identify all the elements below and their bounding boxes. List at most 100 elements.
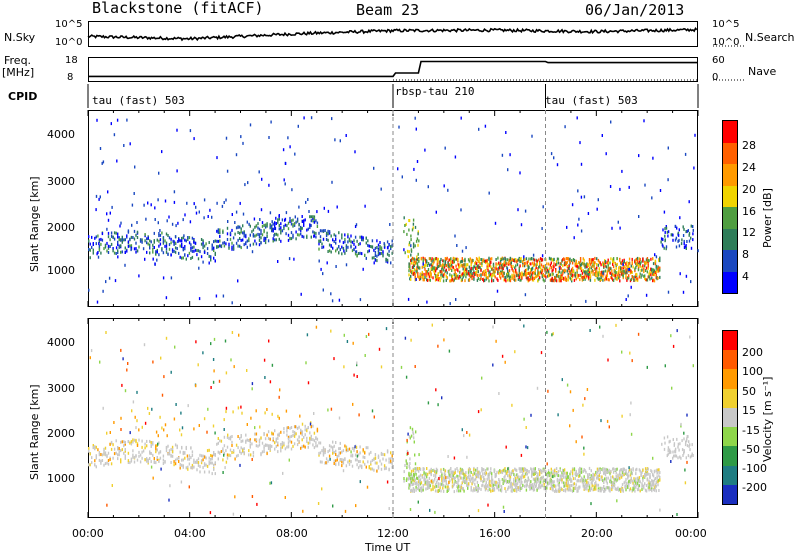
heatmap-cell xyxy=(366,485,369,489)
heatmap-cell xyxy=(452,279,455,283)
heatmap-cell xyxy=(332,246,334,250)
heatmap-cell xyxy=(484,124,487,128)
heatmap-cell xyxy=(558,267,561,270)
heatmap-cell xyxy=(604,470,606,474)
heatmap-cell xyxy=(152,441,154,445)
heatmap-cell xyxy=(225,410,227,414)
heatmap-cell xyxy=(655,489,657,493)
heatmap-cell xyxy=(316,437,319,441)
heatmap-cell xyxy=(646,471,649,474)
heatmap-cell xyxy=(117,446,119,449)
heatmap-cell xyxy=(325,238,328,241)
heatmap-cell xyxy=(202,454,204,458)
heatmap-cell xyxy=(463,434,465,438)
heatmap-cell xyxy=(88,463,90,467)
heatmap-cell xyxy=(603,263,605,267)
heatmap-cell xyxy=(467,272,469,276)
heatmap-cell xyxy=(601,273,603,277)
heatmap-cell xyxy=(547,481,549,485)
heatmap-cell xyxy=(493,270,496,274)
heatmap-cell xyxy=(578,266,580,270)
heatmap-cell xyxy=(428,471,431,475)
heatmap-cell xyxy=(483,485,486,489)
heatmap-cell xyxy=(620,262,623,266)
heatmap-cell xyxy=(289,145,291,149)
heatmap-cell xyxy=(98,453,101,457)
heatmap-cell xyxy=(571,203,574,207)
heatmap-cell xyxy=(598,260,600,264)
heatmap-cell xyxy=(368,249,370,253)
heatmap-cell xyxy=(129,237,131,241)
heatmap-cell xyxy=(403,230,405,234)
heatmap-cell xyxy=(571,484,573,487)
heatmap-cell xyxy=(214,472,216,476)
heatmap-cell xyxy=(413,257,415,261)
freq-tick-top: 18 xyxy=(65,55,78,66)
heatmap-cell xyxy=(420,257,423,261)
heatmap-cell xyxy=(560,279,562,283)
heatmap-cell xyxy=(558,489,560,493)
heatmap-cell xyxy=(95,235,97,239)
heatmap-cell xyxy=(687,454,690,458)
heatmap-cell xyxy=(677,442,680,446)
heatmap-cell xyxy=(383,242,385,246)
heatmap-cell xyxy=(306,333,309,337)
heatmap-cell xyxy=(499,469,501,473)
heatmap-cell xyxy=(106,212,108,216)
heatmap-cell xyxy=(524,472,527,476)
cpid-segment-3: tau (fast) 503 xyxy=(545,94,638,107)
heatmap-cell xyxy=(217,228,219,232)
heatmap-cell xyxy=(274,232,276,236)
heatmap-cell xyxy=(543,479,545,483)
heatmap-cell xyxy=(168,247,171,251)
heatmap-cell xyxy=(214,453,216,456)
heatmap-cell xyxy=(105,280,107,284)
heatmap-cell xyxy=(683,242,685,246)
heatmap-cell xyxy=(208,462,210,466)
heatmap-cell xyxy=(287,136,289,140)
heatmap-cell xyxy=(412,266,415,269)
heatmap-cell xyxy=(252,242,255,246)
heatmap-cell xyxy=(490,260,492,264)
heatmap-cell xyxy=(421,475,423,479)
heatmap-cell xyxy=(581,480,584,484)
heatmap-cell xyxy=(150,203,152,207)
heatmap-cell xyxy=(258,238,261,242)
heatmap-cell xyxy=(164,423,167,427)
heatmap-cell xyxy=(625,274,627,278)
heatmap-cell xyxy=(454,468,456,472)
heatmap-cell xyxy=(566,471,568,475)
heatmap-cell xyxy=(231,213,233,216)
heatmap-cell xyxy=(532,485,535,489)
heatmap-cell xyxy=(327,232,329,236)
heatmap-cell xyxy=(243,243,245,247)
heatmap-cell xyxy=(226,456,229,460)
heatmap-cell xyxy=(651,196,653,200)
heatmap-cell xyxy=(462,263,464,267)
heatmap-cell xyxy=(569,487,571,491)
heatmap-cell xyxy=(115,231,117,235)
heatmap-cell xyxy=(153,460,155,464)
heatmap-cell xyxy=(564,276,567,280)
heatmap-cell xyxy=(444,478,447,482)
heatmap-cell xyxy=(651,484,653,488)
heatmap-cell xyxy=(410,477,412,481)
heatmap-cell xyxy=(448,476,450,480)
heatmap-cell xyxy=(593,488,595,491)
heatmap-cell xyxy=(565,481,568,485)
heatmap-cell xyxy=(429,271,431,274)
heatmap-cell xyxy=(162,240,165,244)
heatmap-cell xyxy=(162,237,165,241)
heatmap-cell xyxy=(156,258,158,262)
heatmap-cell xyxy=(536,488,538,492)
heatmap-cell xyxy=(216,245,218,249)
heatmap-cell xyxy=(304,433,306,437)
heatmap-cell xyxy=(596,467,599,471)
heatmap-cell xyxy=(647,486,649,490)
heatmap-cell xyxy=(155,444,157,448)
heatmap-cell xyxy=(443,477,446,481)
heatmap-cell xyxy=(307,381,310,385)
heatmap-cell xyxy=(587,476,589,479)
heatmap-cell xyxy=(634,275,636,279)
heatmap-cell xyxy=(489,483,491,487)
